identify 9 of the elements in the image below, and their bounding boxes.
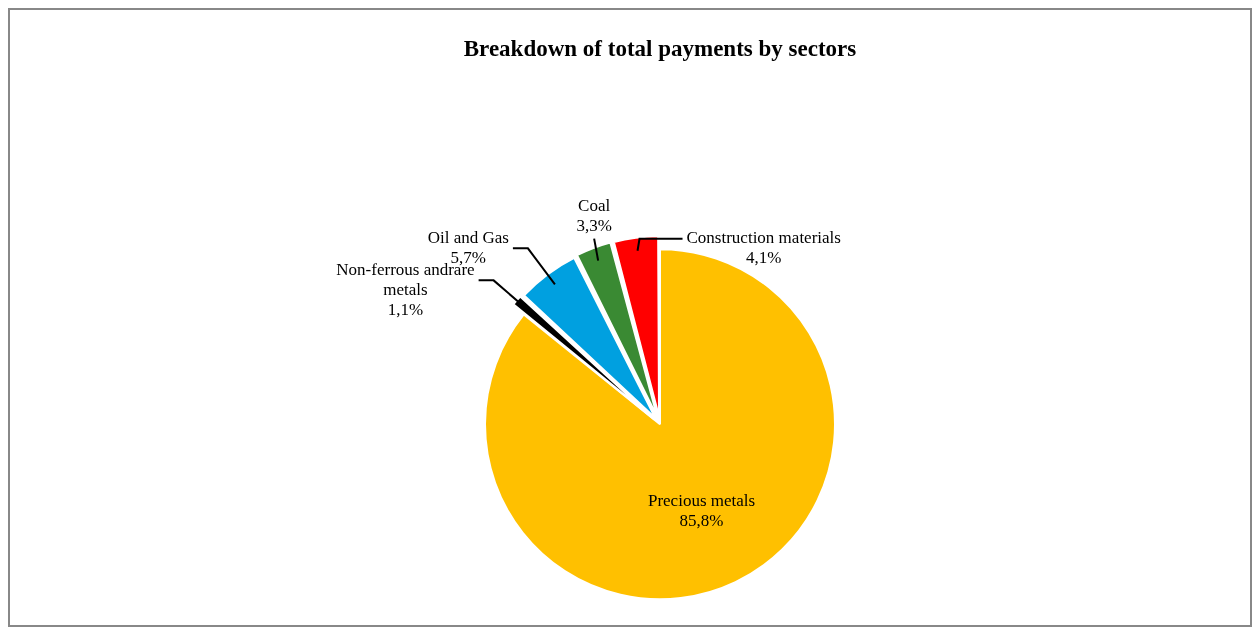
slice-label: Coal [578, 196, 611, 216]
data-label: 3,3% [576, 216, 612, 236]
data-label: 1,1% [387, 299, 424, 319]
data-label: 4,1% [746, 248, 782, 268]
data-label: 85,8% [679, 510, 724, 530]
slice-label: Construction materials [686, 228, 841, 248]
chart-title: Breakdown of total payments by sectors [463, 35, 857, 61]
slice-label: Oil and Gas [427, 227, 509, 247]
slice-label: Precious metals [647, 490, 756, 510]
